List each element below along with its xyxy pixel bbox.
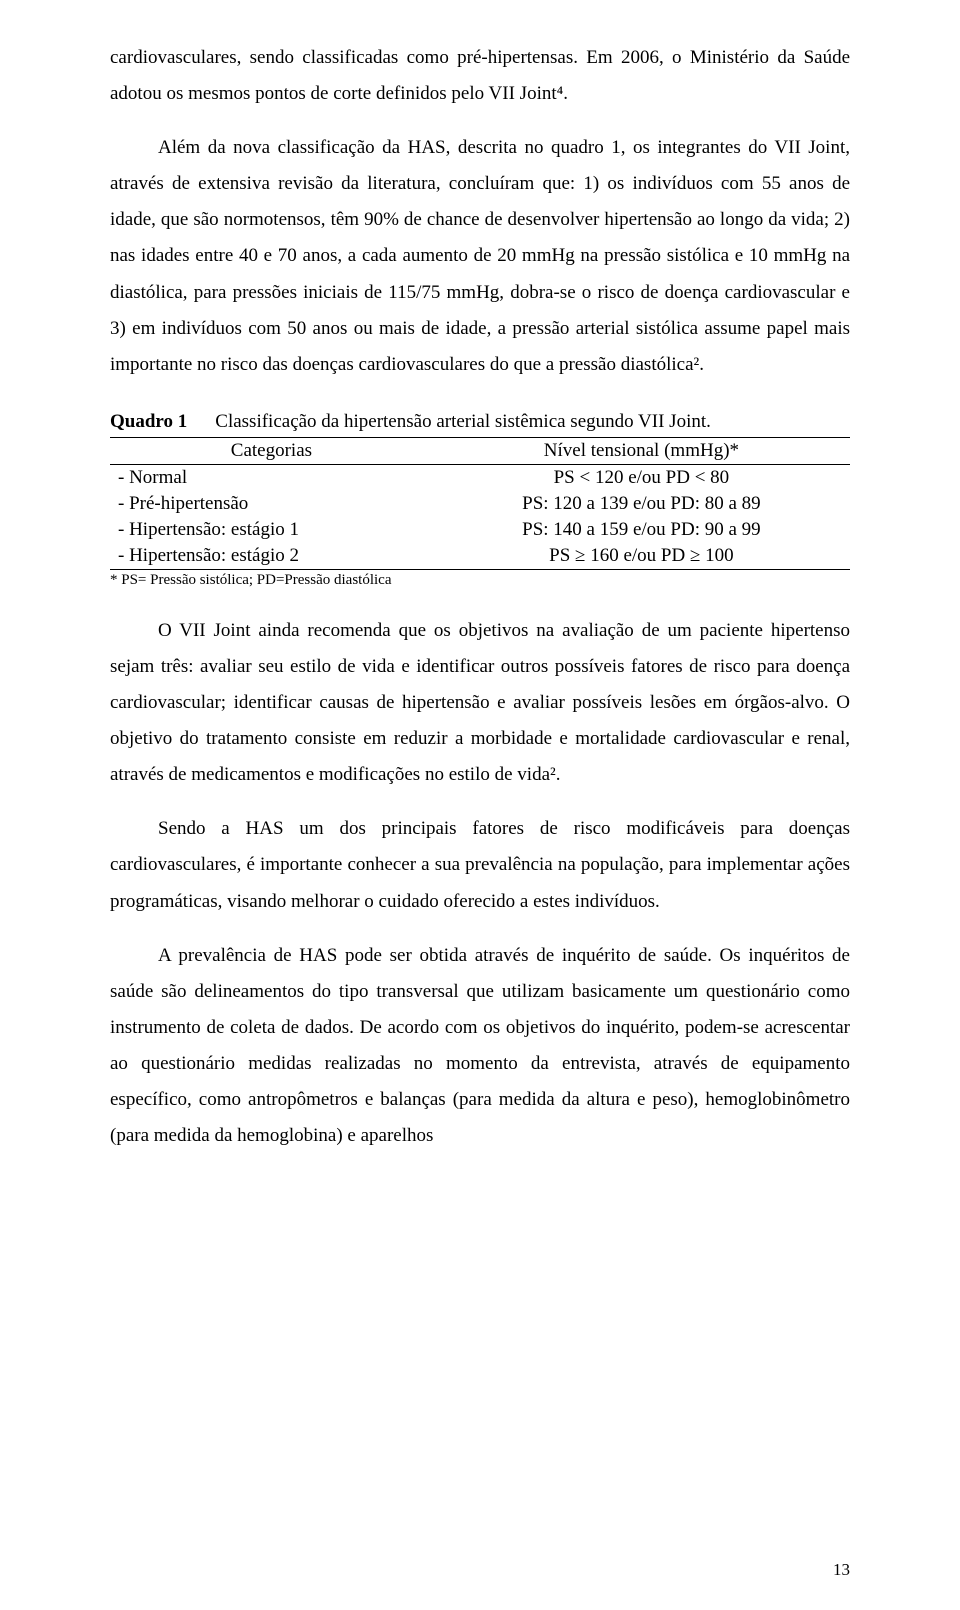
table-cell-value: PS ≥ 160 e/ou PD ≥ 100 <box>433 543 850 570</box>
table-cell-value: PS: 140 a 159 e/ou PD: 90 a 99 <box>433 517 850 543</box>
paragraph-1: cardiovasculares, sendo classificadas co… <box>110 40 850 112</box>
page-number: 13 <box>833 1560 850 1580</box>
table-footnote: * PS= Pressão sistólica; PD=Pressão dias… <box>110 572 850 589</box>
table-row: - Normal PS < 120 e/ou PD < 80 <box>110 464 850 491</box>
table-caption: Quadro 1 Classificação da hipertensão art… <box>110 411 850 433</box>
table-header-categories: Categorias <box>110 437 433 464</box>
paragraph-5: A prevalência de HAS pode ser obtida atr… <box>110 938 850 1155</box>
table-cell-value: PS < 120 e/ou PD < 80 <box>433 464 850 491</box>
paragraph-3: O VII Joint ainda recomenda que os objet… <box>110 613 850 793</box>
table-label: Quadro 1 <box>110 411 187 432</box>
table-cell-category: - Pré-hipertensão <box>110 491 433 517</box>
page: cardiovasculares, sendo classificadas co… <box>0 0 960 1610</box>
table-cell-category: - Normal <box>110 464 433 491</box>
table-row: - Hipertensão: estágio 1 PS: 140 a 159 e… <box>110 517 850 543</box>
table-header-row: Categorias Nível tensional (mmHg)* <box>110 437 850 464</box>
table-cell-category: - Hipertensão: estágio 1 <box>110 517 433 543</box>
table-cell-value: PS: 120 a 139 e/ou PD: 80 a 89 <box>433 491 850 517</box>
paragraph-2: Além da nova classificação da HAS, descr… <box>110 130 850 383</box>
paragraph-4: Sendo a HAS um dos principais fatores de… <box>110 811 850 919</box>
table-row: - Pré-hipertensão PS: 120 a 139 e/ou PD:… <box>110 491 850 517</box>
table-row: - Hipertensão: estágio 2 PS ≥ 160 e/ou P… <box>110 543 850 570</box>
table-caption-text: Classificação da hipertensão arterial si… <box>215 411 711 432</box>
table-cell-category: - Hipertensão: estágio 2 <box>110 543 433 570</box>
classification-table: Categorias Nível tensional (mmHg)* - Nor… <box>110 437 850 570</box>
table-header-level: Nível tensional (mmHg)* <box>433 437 850 464</box>
